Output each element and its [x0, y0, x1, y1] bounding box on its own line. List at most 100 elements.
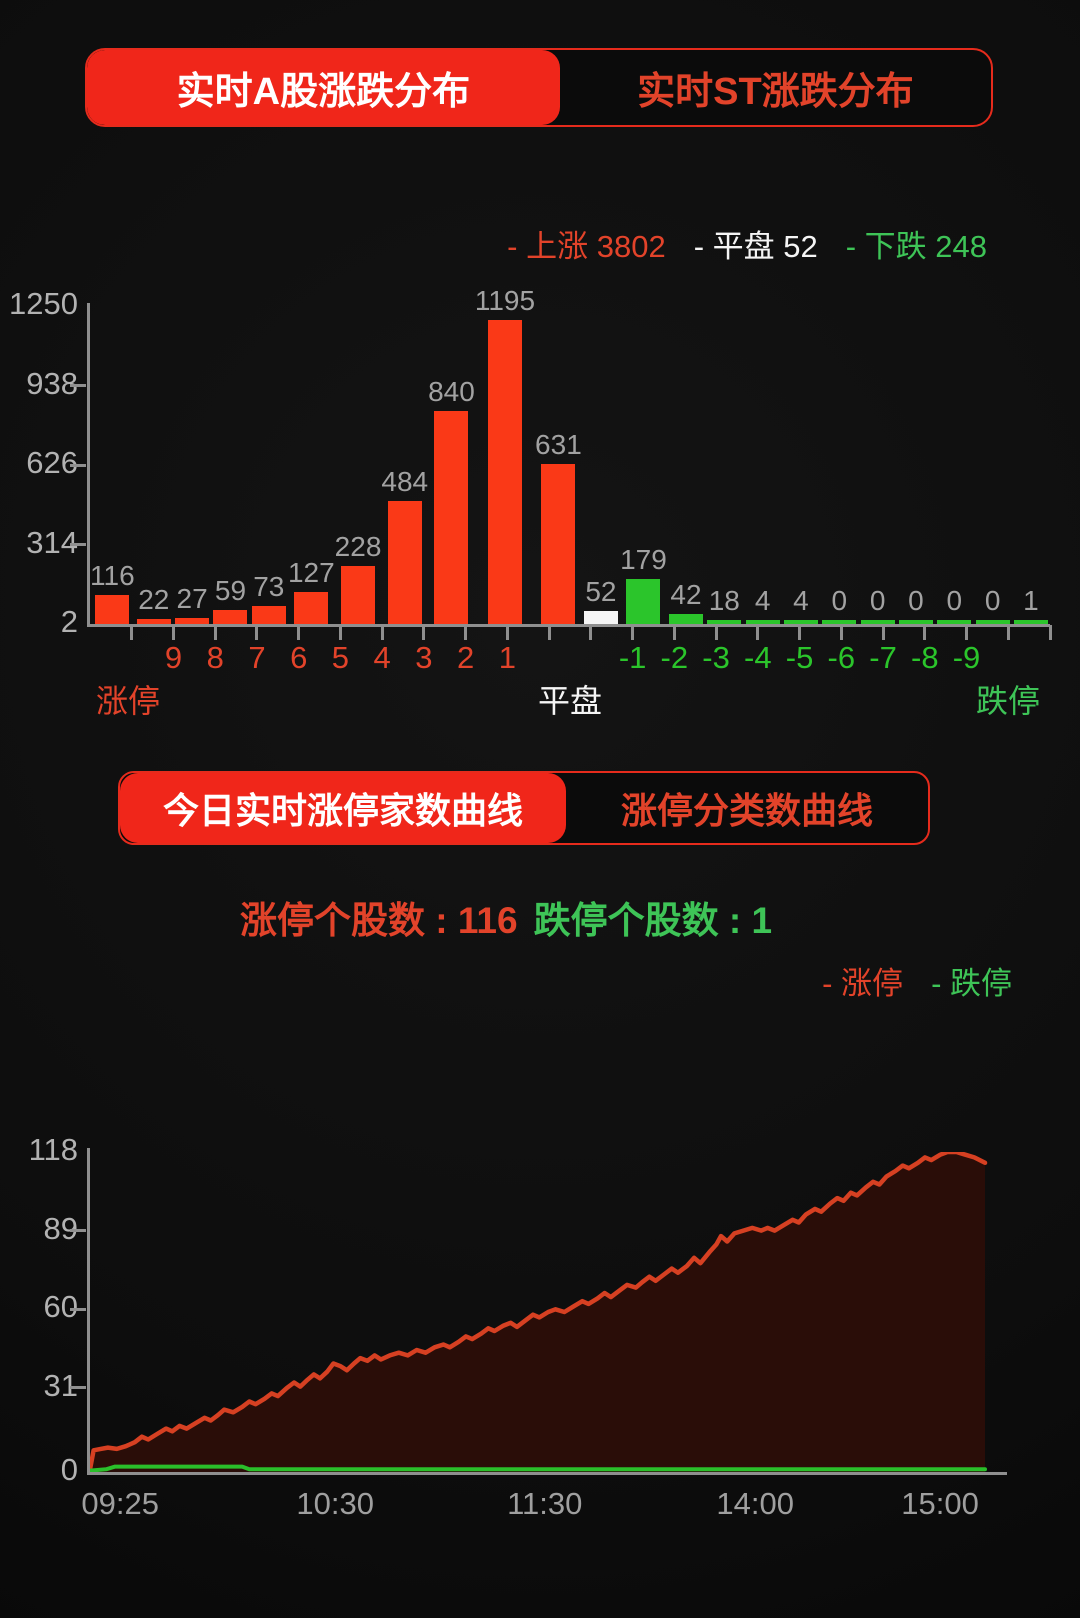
bar-cell: 27	[173, 584, 211, 624]
跌停-series-line	[90, 1464, 987, 1472]
time-tick-label: 09:25	[81, 1486, 159, 1521]
y-tick-label: 626	[26, 445, 78, 480]
tab-realtime-st-distribution[interactable]: 实时ST涨跌分布	[637, 71, 914, 113]
c1-x-axis-line	[87, 624, 1050, 627]
limit-up-summary: 涨停个股数 : 116 跌停个股数 : 1	[240, 890, 772, 944]
tab-limit-up-category-curve[interactable]: 涨停分类数曲线	[620, 790, 873, 831]
bar	[626, 578, 661, 624]
bar-cell: 840	[428, 375, 475, 624]
axis-tick	[589, 625, 593, 640]
bar-cell: 0	[820, 587, 858, 624]
legend-item: - 跌停	[931, 966, 1012, 1001]
y-tick-dash	[70, 384, 86, 387]
label-limit-down: 跌停	[975, 683, 1040, 719]
x-tick-label: -4	[744, 640, 772, 675]
bar-cell: 73	[250, 572, 288, 624]
bar-value-label: 484	[381, 466, 429, 498]
axis-tick	[1048, 625, 1052, 640]
time-tick-label: 15:00	[901, 1486, 979, 1521]
bar-cell: 18	[705, 586, 743, 624]
bar	[294, 592, 329, 624]
axis-tick	[631, 625, 635, 640]
bar	[937, 620, 972, 624]
bar-value-label: 0	[831, 585, 848, 616]
axis-tick	[380, 625, 384, 640]
bar	[213, 609, 248, 624]
tab-today-limit-up-curve[interactable]: 今日实时涨停家数曲线	[120, 773, 567, 843]
axis-tick	[1006, 625, 1010, 640]
axis-tick	[255, 625, 259, 640]
bar	[387, 501, 422, 624]
axis-tick	[923, 625, 927, 640]
bar-value-label: 22	[138, 583, 170, 615]
tab-realtime-a-share-distribution[interactable]: 实时A股涨跌分布	[87, 50, 560, 125]
label-flat: 平盘	[537, 683, 603, 719]
y-tick-label: 31	[43, 1367, 78, 1403]
curve-legend: - 涨停 - 跌停	[822, 958, 1012, 1003]
legend-item: - 平盘 52	[693, 229, 818, 264]
x-tick-label: 8	[206, 640, 224, 675]
y-tick-dash	[70, 1307, 86, 1311]
time-tick-label: 10:30	[296, 1486, 375, 1521]
bar-value-label: 228	[334, 531, 382, 563]
bar-cell: 116	[90, 562, 135, 624]
c2-x-axis-line	[87, 1472, 1007, 1475]
limit-down-count-text: 跌停个股数 : 1	[533, 900, 773, 941]
y-tick-label: 89	[43, 1210, 78, 1246]
curve-plot	[90, 1152, 988, 1472]
bar	[975, 620, 1010, 624]
axis-tick	[422, 625, 426, 640]
bar	[434, 410, 469, 624]
涨停-series-fill	[90, 1152, 985, 1472]
c1-y-axis-line	[87, 303, 90, 627]
x-tick-label: 1	[498, 640, 516, 675]
bar	[175, 617, 210, 624]
bar-cell: 228	[334, 531, 382, 624]
c2-y-axis-line	[87, 1148, 90, 1475]
bar-cell: 4	[743, 587, 781, 624]
bar-cell: 1195	[475, 287, 535, 624]
x-tick-label: -2	[660, 640, 689, 675]
bar-cell: 1	[1012, 587, 1050, 624]
bar-cell: 179	[620, 545, 667, 624]
histogram-bars: 116 22 27 59 73 127 228 484 840 1195 631 52 179 42 18 4…	[90, 287, 1050, 624]
axis-tick	[839, 625, 843, 640]
x-tick-label: -9	[952, 640, 981, 675]
axis-tick	[130, 625, 134, 640]
bar-cell: 4	[782, 587, 820, 624]
y-tick-dash	[70, 1386, 86, 1390]
y-tick-label: 2	[60, 604, 78, 639]
bar-value-label: 127	[287, 557, 335, 589]
bar	[1013, 620, 1048, 624]
time-tick-label: 14:00	[716, 1486, 794, 1521]
bar-value-label: 52	[585, 576, 617, 608]
涨停-series-line	[90, 1152, 988, 1472]
bar-cell: 0	[858, 587, 896, 624]
x-tick-label: 3	[415, 640, 433, 675]
bar	[136, 618, 171, 624]
x-tick-label: -6	[827, 640, 856, 675]
x-tick-label: 2	[457, 640, 475, 675]
bar-cell: 0	[935, 587, 973, 624]
y-tick-label: 938	[26, 365, 78, 401]
c1-x-tick-labels: 9 8 7 6 5 4 3 2 1 -1 -2 -3 -4 -5 -6 -7 -8 -9	[90, 640, 1050, 677]
x-tick-label: -7	[869, 640, 897, 675]
axis-tick	[338, 625, 342, 640]
bar-value-label: 4	[793, 585, 809, 616]
legend-item: - 上涨 3802	[507, 229, 666, 264]
limit-up-curve-tabbar: 今日实时涨停家数曲线 涨停分类数曲线	[118, 771, 930, 845]
bar-cell: 0	[897, 587, 935, 624]
x-tick-label: -3	[702, 640, 730, 675]
bar-cell: 631	[535, 430, 582, 624]
x-tick-label: -1	[618, 640, 647, 675]
bar	[860, 620, 895, 624]
y-tick-label: 0	[60, 1452, 78, 1487]
bar	[898, 620, 933, 624]
bar-value-label: 840	[428, 375, 475, 407]
bar-cell: 22	[135, 583, 173, 624]
bar	[668, 613, 703, 624]
distribution-tabbar: 实时A股涨跌分布 实时ST涨跌分布	[85, 48, 993, 127]
axis-tick	[881, 625, 885, 640]
axis-tick	[171, 625, 175, 640]
